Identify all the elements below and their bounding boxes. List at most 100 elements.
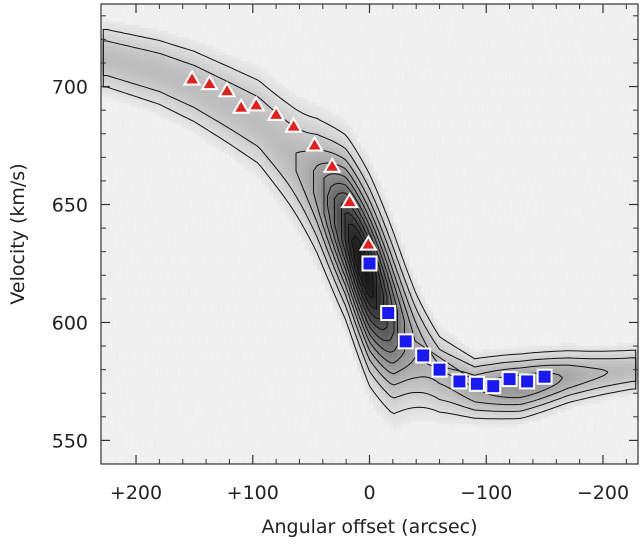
emission-cell — [517, 355, 522, 359]
emission-cell — [393, 427, 398, 431]
emission-cell — [201, 106, 206, 110]
emission-cell — [357, 235, 362, 239]
emission-cell — [337, 145, 342, 149]
emission-cell — [201, 124, 206, 128]
emission-cell — [305, 187, 310, 191]
emission-cell — [537, 367, 542, 371]
emission-cell — [297, 226, 302, 230]
emission-cell — [381, 289, 386, 293]
emission-cell — [217, 73, 222, 77]
emission-cell — [369, 214, 374, 218]
emission-cell — [121, 34, 126, 38]
emission-cell — [493, 412, 498, 416]
emission-cell — [473, 406, 478, 410]
emission-cell — [465, 409, 470, 413]
emission-cell — [569, 358, 574, 362]
emission-cell — [177, 115, 182, 119]
emission-cell — [369, 367, 374, 371]
emission-cell — [533, 397, 538, 401]
emission-cell — [569, 367, 574, 371]
emission-cell — [129, 34, 134, 38]
emission-cell — [157, 43, 162, 47]
emission-cell — [225, 112, 230, 116]
emission-cell — [393, 253, 398, 257]
emission-cell — [525, 409, 530, 413]
emission-cell — [201, 136, 206, 140]
emission-cell — [265, 148, 270, 152]
emission-cell — [313, 226, 318, 230]
emission-cell — [561, 358, 566, 362]
emission-cell — [361, 295, 366, 299]
emission-cell — [421, 343, 426, 347]
emission-cell — [357, 274, 362, 278]
emission-cell — [449, 358, 454, 362]
emission-cell — [425, 403, 430, 407]
emission-cell — [353, 292, 358, 296]
emission-cell — [589, 370, 594, 374]
emission-cell — [409, 313, 414, 317]
emission-cell — [333, 118, 338, 122]
emission-cell — [313, 187, 318, 191]
emission-cell — [381, 364, 386, 368]
emission-cell — [553, 412, 558, 416]
emission-cell — [137, 79, 142, 83]
emission-cell — [285, 139, 290, 143]
emission-cell — [357, 142, 362, 146]
emission-cell — [317, 133, 322, 137]
emission-cell — [377, 244, 382, 248]
emission-cell — [445, 382, 450, 386]
emission-cell — [325, 154, 330, 158]
emission-cell — [209, 94, 214, 98]
emission-cell — [401, 349, 406, 353]
emission-cell — [101, 94, 106, 98]
emission-cell — [509, 421, 514, 425]
emission-cell — [353, 277, 358, 281]
emission-cell — [481, 355, 486, 359]
emission-cell — [373, 370, 378, 374]
emission-cell — [153, 73, 158, 77]
emission-cell — [109, 76, 114, 80]
emission-cell — [345, 244, 350, 248]
emission-cell — [261, 136, 266, 140]
emission-cell — [277, 172, 282, 176]
emission-cell — [513, 400, 518, 404]
emission-cell — [409, 388, 414, 392]
emission-cell — [405, 421, 410, 425]
emission-cell — [617, 364, 622, 368]
emission-cell — [321, 199, 326, 203]
emission-cell — [117, 73, 122, 77]
emission-cell — [333, 247, 338, 251]
emission-cell — [589, 376, 594, 380]
emission-cell — [381, 403, 386, 407]
emission-cell — [397, 295, 402, 299]
emission-cell — [177, 94, 182, 98]
emission-cell — [617, 346, 622, 350]
emission-cell — [305, 106, 310, 110]
emission-cell — [533, 370, 538, 374]
emission-cell — [449, 418, 454, 422]
emission-cell — [405, 304, 410, 308]
emission-cell — [425, 340, 430, 344]
emission-cell — [389, 271, 394, 275]
emission-cell — [333, 133, 338, 137]
emission-cell — [629, 391, 634, 395]
emission-cell — [321, 169, 326, 173]
emission-cell — [369, 370, 374, 374]
emission-cell — [361, 271, 366, 275]
emission-cell — [145, 100, 150, 104]
emission-cell — [201, 55, 206, 59]
emission-cell — [245, 91, 250, 95]
emission-cell — [421, 388, 426, 392]
emission-cell — [269, 175, 274, 179]
emission-cell — [325, 136, 330, 140]
emission-cell — [357, 199, 362, 203]
emission-cell — [517, 421, 522, 425]
emission-cell — [349, 328, 354, 332]
emission-cell — [293, 154, 298, 158]
emission-cell — [449, 400, 454, 404]
emission-cell — [633, 358, 638, 362]
emission-cell — [309, 151, 314, 155]
emission-cell — [393, 358, 398, 362]
emission-cell — [285, 118, 290, 122]
emission-cell — [285, 145, 290, 149]
